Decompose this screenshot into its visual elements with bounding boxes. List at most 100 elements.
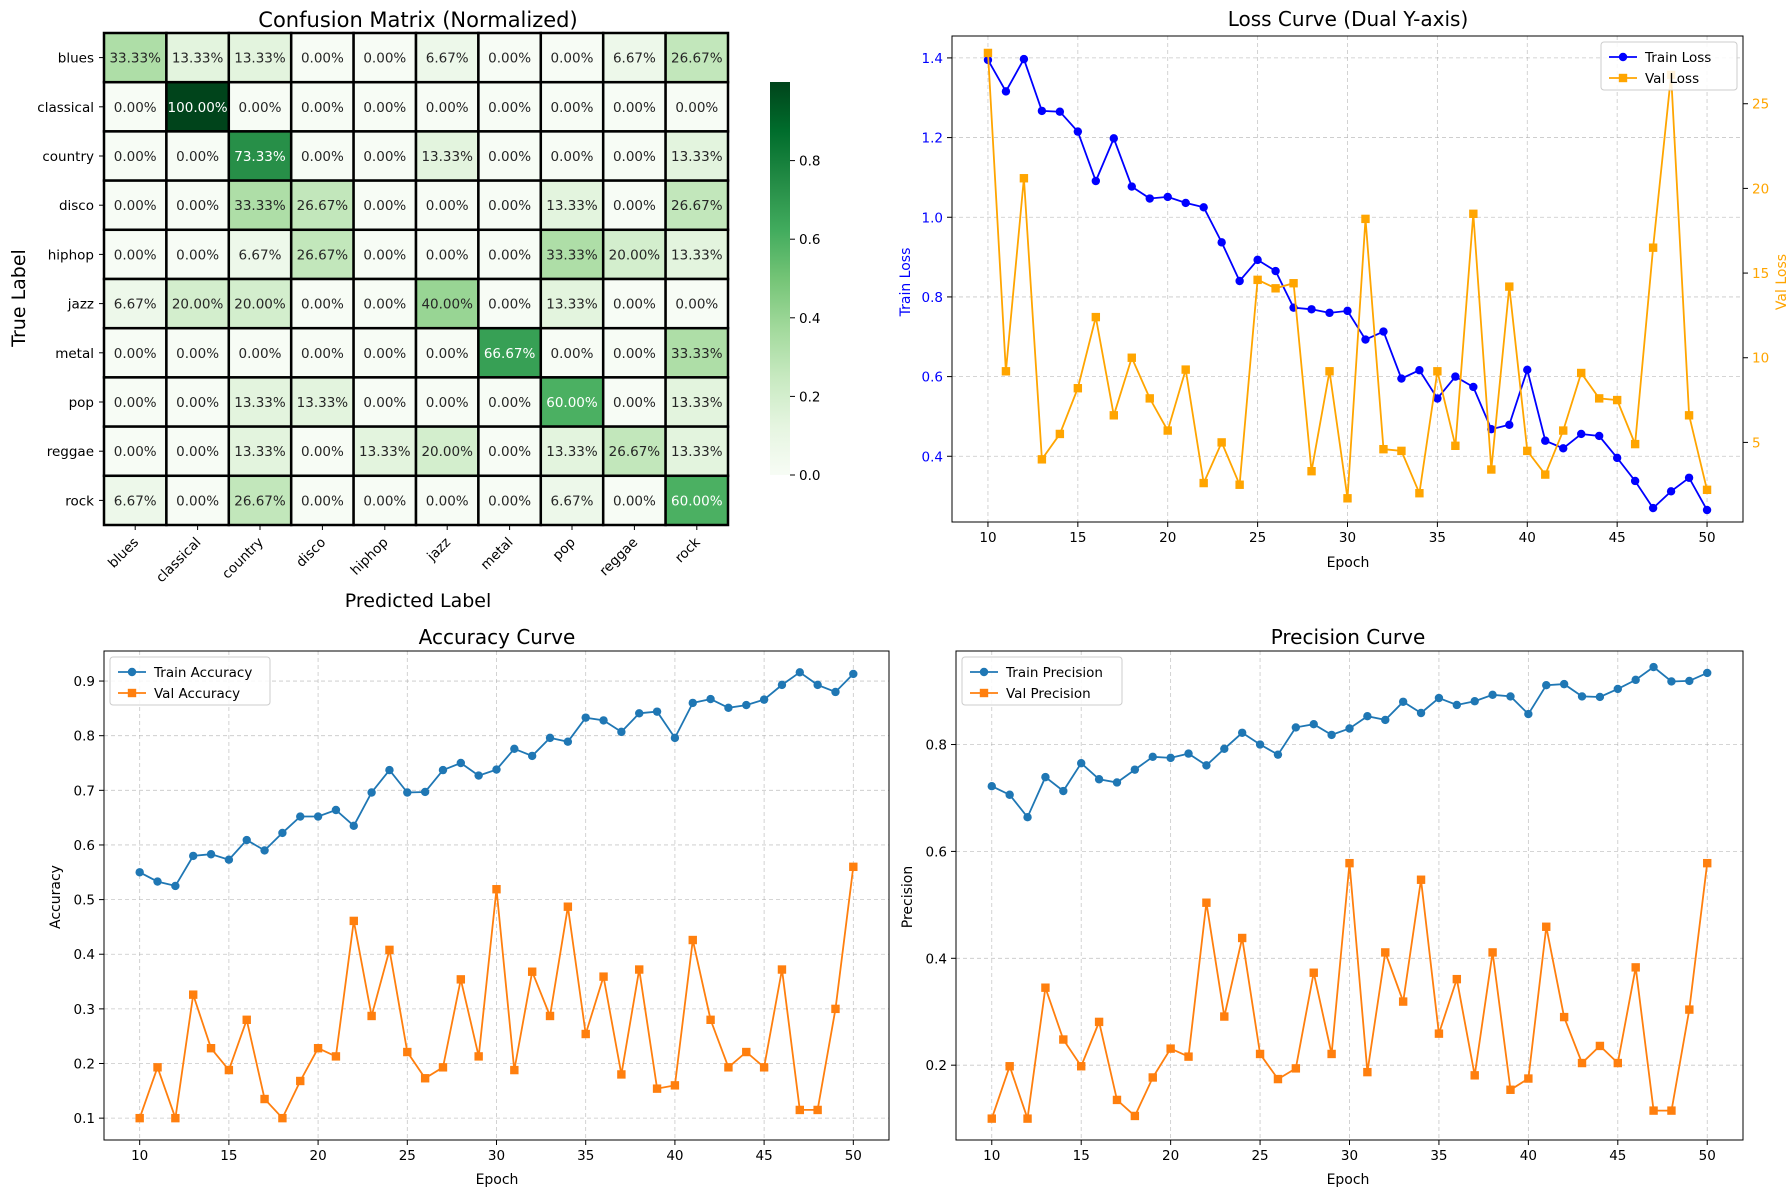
data-point: [1666, 487, 1676, 496]
cell-value-label: 0.00%: [363, 395, 406, 411]
data-point: [1023, 813, 1032, 822]
data-point: [724, 1063, 733, 1072]
x-tick-label: reggae: [596, 535, 641, 580]
cell-value-label: 6.67%: [114, 493, 157, 509]
data-point: [1073, 127, 1083, 136]
data-point: [1055, 429, 1065, 439]
data-point: [1343, 306, 1352, 316]
accuracy-panel: Accuracy Curve Epoch Accuracy 10 15 20 25 30…: [48, 625, 890, 1188]
x-tick-label: 45: [1609, 530, 1626, 546]
series-val-precision: [987, 858, 1712, 1123]
data-point: [278, 828, 287, 838]
heatmap-cell: [477, 474, 543, 527]
x-tick-label: 50: [845, 1148, 862, 1164]
data-point: [492, 885, 501, 894]
data-point: [1109, 134, 1118, 143]
cell-value-label: 0.00%: [176, 247, 219, 263]
data-point: [1469, 209, 1478, 219]
data-point: [1381, 715, 1390, 725]
data-point: [1541, 470, 1550, 479]
data-point: [1542, 681, 1551, 690]
heatmap-cell: [664, 326, 730, 379]
data-point: [1649, 1106, 1658, 1115]
data-point: [983, 48, 993, 58]
data-point: [385, 765, 394, 775]
data-point: [1073, 384, 1083, 393]
grid: [952, 36, 1743, 522]
data-point: [1415, 366, 1424, 375]
x-tick-label: classical: [153, 535, 204, 586]
data-point: [617, 727, 626, 737]
heatmap-cell: [601, 474, 667, 527]
x-tick-label: 10: [983, 1148, 1000, 1164]
heatmap-cell: [414, 228, 480, 281]
data-point: [742, 700, 751, 710]
legend-label: Train Accuracy: [153, 665, 252, 681]
series-val-accuracy: [135, 862, 858, 1123]
cell-value-label: 13.33%: [546, 198, 598, 214]
colorbar-bar: [770, 82, 790, 475]
precision-panel: Precision Curve Epoch Precision 10 15 20 25…: [900, 625, 1744, 1188]
cell-value-label: 0.00%: [301, 51, 344, 67]
legend-marker: [979, 688, 989, 698]
data-point: [1361, 335, 1370, 344]
cell-value-label: 0.00%: [363, 198, 406, 214]
data-point: [1237, 728, 1247, 737]
cell-value-label: 0.00%: [239, 100, 282, 116]
data-point: [1415, 489, 1424, 498]
data-point: [1255, 740, 1265, 749]
x-tick-label: 40: [666, 1148, 683, 1164]
data-point: [1271, 284, 1280, 293]
data-point: [206, 1044, 216, 1053]
data-point: [1001, 367, 1011, 376]
data-point: [456, 975, 466, 984]
x-tick-label: 30: [1341, 1148, 1358, 1164]
data-point: [777, 680, 787, 690]
cell-value-label: 20.00%: [421, 444, 473, 460]
data-point: [1577, 1058, 1587, 1068]
cell-value-label: 26.67%: [609, 444, 661, 460]
cell-value-label: 0.00%: [176, 444, 219, 460]
data-point: [1452, 974, 1462, 984]
data-point: [403, 1047, 412, 1057]
heatmap-cell: [102, 326, 168, 379]
cell-value-label: 0.00%: [363, 297, 406, 313]
data-point: [1199, 478, 1208, 488]
data-point: [527, 751, 537, 761]
data-point: [527, 967, 537, 976]
data-point: [1091, 312, 1101, 322]
data-point: [1309, 968, 1318, 977]
cell-value-label: 6.67%: [551, 493, 594, 509]
x-tick-label: 30: [488, 1148, 505, 1164]
cell-value-label: 0.00%: [613, 346, 656, 362]
cell-value-label: 0.00%: [301, 100, 344, 116]
data-point: [742, 1047, 751, 1057]
data-point: [171, 1113, 180, 1123]
heatmap-cell: [165, 376, 231, 428]
data-point: [1488, 948, 1497, 957]
data-point: [1559, 1012, 1569, 1022]
x-tick-label: 40: [1519, 530, 1536, 546]
y-tick-label: 1.0: [922, 210, 943, 226]
data-point: [987, 782, 996, 791]
y-tick-label: 0.2: [926, 1058, 947, 1074]
cell-value-label: 100.00%: [168, 100, 228, 116]
cell-value-label: 0.00%: [613, 493, 656, 509]
x-tick-label: 40: [1520, 1148, 1537, 1164]
data-point: [1184, 749, 1193, 758]
data-point: [1289, 279, 1298, 288]
data-point: [1130, 1111, 1140, 1121]
heatmap-cell: [414, 179, 480, 232]
data-point: [510, 744, 519, 753]
cell-value-label: 0.00%: [426, 198, 469, 214]
legend-box: [961, 656, 1123, 706]
heatmap-cell: [414, 326, 480, 379]
legend-box: [109, 656, 271, 706]
data-point: [1237, 933, 1247, 943]
data-point: [1145, 194, 1154, 203]
x-tick-label: rock: [672, 534, 704, 566]
data-point: [1613, 1058, 1622, 1068]
data-point: [563, 902, 573, 911]
cell-value-label: 0.00%: [613, 395, 656, 411]
